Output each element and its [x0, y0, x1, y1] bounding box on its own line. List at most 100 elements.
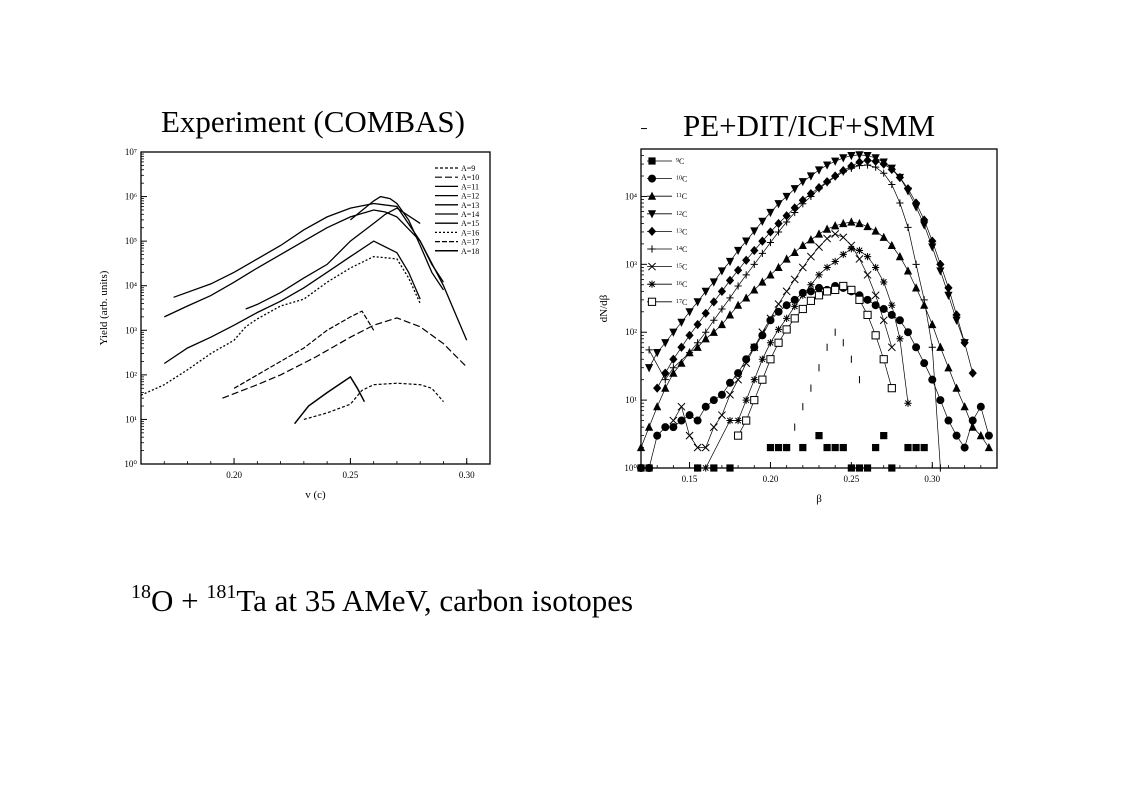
data-point: [895, 252, 905, 261]
data-point: [896, 335, 904, 343]
data-point: [766, 339, 775, 347]
legend-label: 14C: [676, 245, 687, 254]
data-point: [783, 218, 791, 226]
data-point: [807, 192, 815, 201]
data-point: [880, 169, 888, 177]
legend-label: A=14: [461, 210, 479, 219]
data-point: [774, 338, 783, 347]
data-point: [693, 342, 702, 351]
data-point: [774, 262, 783, 272]
data-point: [645, 346, 653, 354]
data-point: [669, 416, 678, 425]
data-point: [847, 245, 855, 253]
data-point: [733, 431, 743, 440]
data-point: [806, 235, 816, 244]
data-point: [790, 247, 799, 256]
data-point: [879, 159, 888, 169]
data-point: [798, 240, 807, 250]
data-point: [734, 416, 742, 425]
data-point: [928, 236, 937, 246]
legend-element: C: [682, 263, 687, 272]
x-axis-label: v (c): [305, 489, 326, 501]
data-point: [709, 327, 718, 336]
data-point: [960, 338, 969, 348]
data-point: [863, 161, 872, 169]
data-point: [758, 328, 767, 337]
x-tick-label: 0.20: [226, 470, 242, 480]
legend-element: C: [682, 298, 687, 307]
data-point: [653, 402, 662, 411]
reaction-caption: 18O + 181Ta at 35 AMeV, carbon isotopes: [131, 581, 633, 619]
data-point: [742, 396, 750, 404]
data-point: [896, 199, 904, 207]
data-point: [920, 359, 929, 368]
data-point: [822, 161, 832, 170]
data-point: [742, 355, 751, 364]
data-point: [709, 297, 718, 307]
data-point: [734, 369, 743, 378]
data-point: [839, 218, 848, 228]
data-point: [677, 318, 686, 327]
x-tick-label: 0.30: [924, 474, 940, 484]
data-point: [742, 271, 750, 279]
legend-label: A=17: [461, 238, 479, 247]
legend-label: A=12: [461, 192, 479, 201]
data-point: [847, 217, 856, 226]
data-point: [725, 275, 735, 285]
data-point: [701, 308, 710, 318]
data-point: [807, 281, 815, 289]
data-point: [798, 178, 807, 187]
data-point: [693, 416, 702, 425]
legend-element: C: [682, 245, 687, 254]
legend-label: A=15: [461, 219, 479, 228]
data-point: [944, 283, 953, 293]
series-14C: [645, 161, 944, 472]
data-point: [879, 316, 888, 325]
data-point: [823, 178, 831, 187]
tantalum-mass-number: 181: [206, 581, 237, 603]
data-point: [685, 349, 694, 357]
data-point: [742, 416, 751, 425]
legend-label: A=18: [461, 247, 479, 256]
data-point: [734, 375, 743, 384]
data-point: [669, 328, 678, 337]
data-point: [823, 263, 831, 272]
data-point: [806, 287, 815, 296]
data-point: [952, 316, 961, 325]
legend-mass-number: 10: [676, 176, 682, 182]
data-point: [717, 390, 726, 399]
plot-frame: [140, 151, 491, 465]
legend-label: 15C: [676, 263, 687, 272]
data-point: [904, 443, 912, 452]
data-point: [766, 314, 775, 323]
data-point: [872, 163, 880, 171]
data-point: [750, 260, 758, 268]
y-tick-label: 10⁴: [625, 191, 637, 201]
data-point: [904, 328, 912, 337]
data-point: [928, 319, 937, 329]
data-point: [791, 208, 799, 217]
data-point: [790, 275, 799, 284]
data-point: [766, 443, 775, 452]
data-point: [669, 423, 678, 432]
legend-label: 11C: [676, 192, 687, 201]
data-point: [903, 266, 913, 275]
data-point: [661, 423, 670, 432]
series-line-A13: [245, 207, 421, 310]
data-point: [774, 300, 783, 309]
caption-part-1: O +: [151, 583, 207, 618]
legend-label: 10C: [676, 175, 687, 184]
data-point: [871, 331, 880, 340]
y-tick-label: 10³: [625, 259, 637, 269]
data-point: [742, 293, 751, 302]
legend-label: A=16: [461, 228, 479, 237]
legend-mass-number: 16: [676, 281, 682, 287]
data-point: [782, 254, 791, 263]
data-point: [685, 411, 694, 420]
data-point: [880, 278, 888, 286]
y-axis-label: Yield (arb. units): [98, 270, 110, 345]
legend-element: C: [682, 227, 687, 236]
